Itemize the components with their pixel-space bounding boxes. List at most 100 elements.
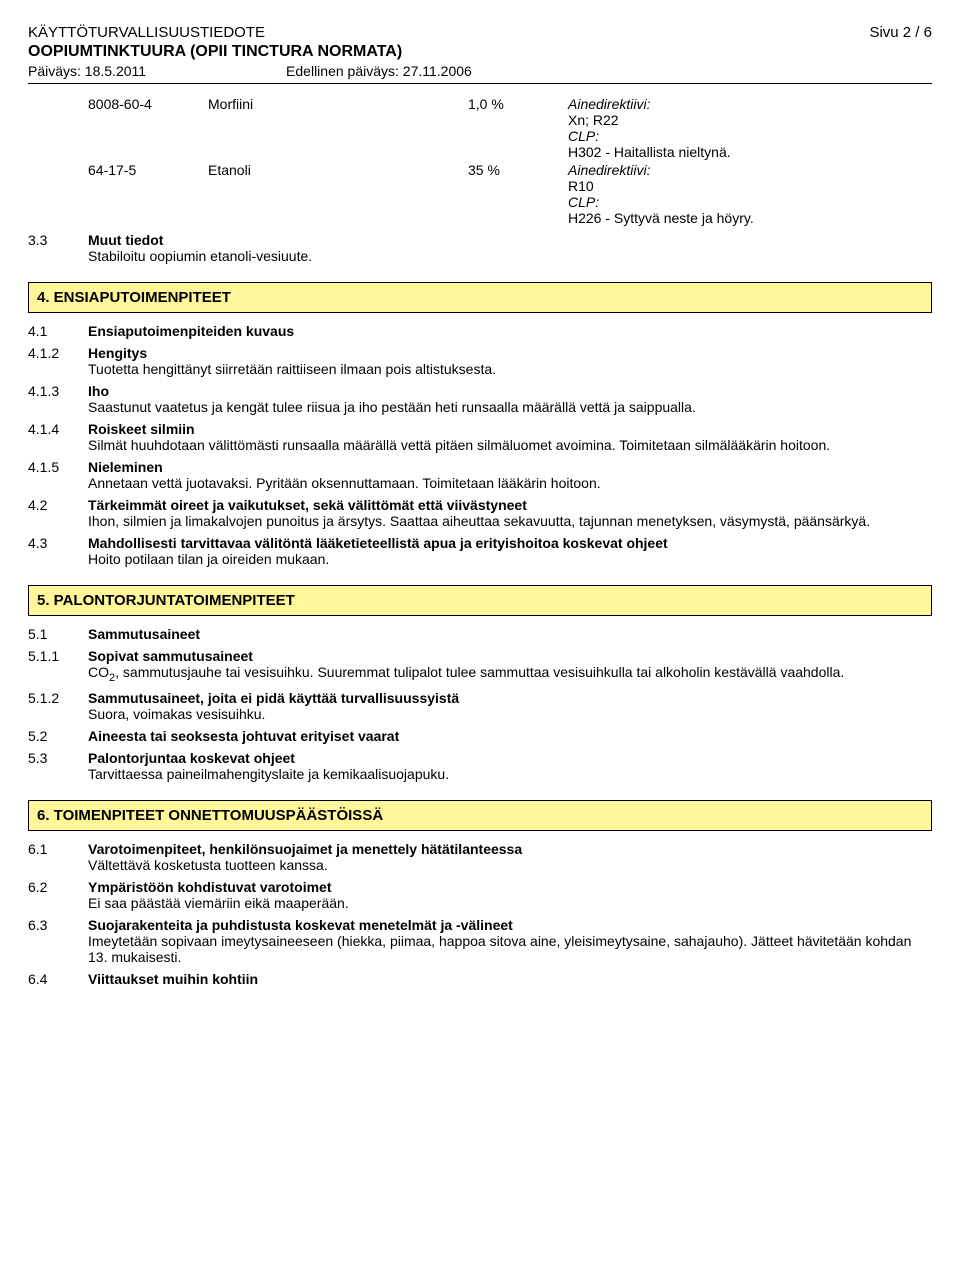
item-content: Muut tiedot Stabiloitu oopiumin etanoli-… xyxy=(88,232,932,264)
item-content: Varotoimenpiteet, henkilönsuojaimet ja m… xyxy=(88,841,932,873)
item-heading: Ensiaputoimenpiteiden kuvaus xyxy=(88,323,932,339)
item-4-1-3: 4.1.3 Iho Saastunut vaatetus ja kengät t… xyxy=(28,383,932,415)
class-line: CLP: xyxy=(568,194,754,210)
item-content: Sopivat sammutusaineet CO2, sammutusjauh… xyxy=(88,648,932,684)
item-number: 4.1 xyxy=(28,323,88,339)
item-number: 6.4 xyxy=(28,971,88,987)
ingredient-row: 64-17-5 Etanoli 35 % Ainedirektiivi: R10… xyxy=(88,162,932,226)
item-number: 5.1.1 xyxy=(28,648,88,684)
item-6-3: 6.3 Suojarakenteita ja puhdistusta koske… xyxy=(28,917,932,965)
item-number: 4.1.2 xyxy=(28,345,88,377)
item-body: Ihon, silmien ja limakalvojen punoitus j… xyxy=(88,513,932,529)
item-body: Imeytetään sopivaan imeytysaineeseen (hi… xyxy=(88,933,932,965)
item-number: 3.3 xyxy=(28,232,88,264)
item-heading: Muut tiedot xyxy=(88,232,932,248)
ingredient-name: Morfiini xyxy=(208,96,468,160)
class-line: Ainedirektiivi: xyxy=(568,162,754,178)
item-4-1-2: 4.1.2 Hengitys Tuotetta hengittänyt siir… xyxy=(28,345,932,377)
item-heading: Sammutusaineet, joita ei pidä käyttää tu… xyxy=(88,690,932,706)
class-line: H226 - Syttyvä neste ja höyry. xyxy=(568,210,754,226)
item-5-2: 5.2 Aineesta tai seoksesta johtuvat erit… xyxy=(28,728,932,744)
item-heading: Viittaukset muihin kohtiin xyxy=(88,971,932,987)
body-post: , sammutusjauhe tai vesisuihku. Suuremma… xyxy=(115,664,844,680)
item-number: 5.2 xyxy=(28,728,88,744)
item-content: Mahdollisesti tarvittavaa välitöntä lääk… xyxy=(88,535,932,567)
class-line: CLP: xyxy=(568,128,731,144)
item-body: Suora, voimakas vesisuihku. xyxy=(88,706,932,722)
item-4-1-4: 4.1.4 Roiskeet silmiin Silmät huuhdotaan… xyxy=(28,421,932,453)
class-line: Xn; R22 xyxy=(568,112,731,128)
ingredient-pct: 35 % xyxy=(468,162,568,226)
item-content: Tärkeimmät oireet ja vaikutukset, sekä v… xyxy=(88,497,932,529)
item-heading: Roiskeet silmiin xyxy=(88,421,932,437)
item-body: Stabiloitu oopiumin etanoli-vesiuute. xyxy=(88,248,932,264)
body-pre: CO xyxy=(88,664,109,680)
item-number: 4.3 xyxy=(28,535,88,567)
header-top-row: KÄYTTÖTURVALLISUUSTIEDOTE Sivu 2 / 6 xyxy=(28,24,932,41)
item-4-3: 4.3 Mahdollisesti tarvittavaa välitöntä … xyxy=(28,535,932,567)
ingredient-cas: 8008-60-4 xyxy=(88,96,208,160)
section-4-header: 4. ENSIAPUTOIMENPITEET xyxy=(28,282,932,313)
item-4-1: 4.1 Ensiaputoimenpiteiden kuvaus xyxy=(28,323,932,339)
item-3-3: 3.3 Muut tiedot Stabiloitu oopiumin etan… xyxy=(28,232,932,264)
item-number: 5.1 xyxy=(28,626,88,642)
item-content: Palontorjuntaa koskevat ohjeet Tarvittae… xyxy=(88,750,932,782)
ingredient-name: Etanoli xyxy=(208,162,468,226)
item-number: 6.3 xyxy=(28,917,88,965)
item-body: Ei saa päästää viemäriin eikä maaperään. xyxy=(88,895,932,911)
item-content: Ympäristöön kohdistuvat varotoimet Ei sa… xyxy=(88,879,932,911)
item-body: Vältettävä kosketusta tuotteen kanssa. xyxy=(88,857,932,873)
item-6-2: 6.2 Ympäristöön kohdistuvat varotoimet E… xyxy=(28,879,932,911)
item-heading: Aineesta tai seoksesta johtuvat erityise… xyxy=(88,728,932,744)
product-title: OOPIUMTINKTUURA (OPII TINCTURA NORMATA) xyxy=(28,43,932,61)
ingredient-row: 8008-60-4 Morfiini 1,0 % Ainedirektiivi:… xyxy=(88,96,932,160)
ingredient-cas: 64-17-5 xyxy=(88,162,208,226)
item-heading: Varotoimenpiteet, henkilönsuojaimet ja m… xyxy=(88,841,932,857)
item-heading: Sammutusaineet xyxy=(88,626,932,642)
item-5-1-1: 5.1.1 Sopivat sammutusaineet CO2, sammut… xyxy=(28,648,932,684)
section-6-header: 6. TOIMENPITEET ONNETTOMUUSPÄÄSTÖISSÄ xyxy=(28,800,932,831)
item-heading: Palontorjuntaa koskevat ohjeet xyxy=(88,750,932,766)
date-current: Päiväys: 18.5.2011 xyxy=(28,63,146,79)
item-body: Tarvittaessa paineilmahengityslaite ja k… xyxy=(88,766,932,782)
item-heading: Iho xyxy=(88,383,932,399)
item-body: Annetaan vettä juotavaksi. Pyritään okse… xyxy=(88,475,932,491)
class-line: Ainedirektiivi: xyxy=(568,96,731,112)
item-4-2: 4.2 Tärkeimmät oireet ja vaikutukset, se… xyxy=(28,497,932,529)
item-content: Roiskeet silmiin Silmät huuhdotaan välit… xyxy=(88,421,932,453)
item-body: Hoito potilaan tilan ja oireiden mukaan. xyxy=(88,551,932,567)
item-content: Sammutusaineet, joita ei pidä käyttää tu… xyxy=(88,690,932,722)
item-content: Suojarakenteita ja puhdistusta koskevat … xyxy=(88,917,932,965)
item-5-1-2: 5.1.2 Sammutusaineet, joita ei pidä käyt… xyxy=(28,690,932,722)
item-content: Nieleminen Annetaan vettä juotavaksi. Py… xyxy=(88,459,932,491)
page-number: Sivu 2 / 6 xyxy=(869,24,932,41)
item-heading: Suojarakenteita ja puhdistusta koskevat … xyxy=(88,917,932,933)
item-body: Tuotetta hengittänyt siirretään raittiis… xyxy=(88,361,932,377)
item-number: 4.1.5 xyxy=(28,459,88,491)
item-heading: Nieleminen xyxy=(88,459,932,475)
item-number: 4.1.3 xyxy=(28,383,88,415)
item-body: Silmät huuhdotaan välittömästi runsaalla… xyxy=(88,437,932,453)
item-number: 4.2 xyxy=(28,497,88,529)
item-5-3: 5.3 Palontorjuntaa koskevat ohjeet Tarvi… xyxy=(28,750,932,782)
section-5-header: 5. PALONTORJUNTATOIMENPITEET xyxy=(28,585,932,616)
item-heading: Tärkeimmät oireet ja vaikutukset, sekä v… xyxy=(88,497,932,513)
item-5-1: 5.1 Sammutusaineet xyxy=(28,626,932,642)
item-heading: Hengitys xyxy=(88,345,932,361)
item-body: Saastunut vaatetus ja kengät tulee riisu… xyxy=(88,399,932,415)
item-heading: Ympäristöön kohdistuvat varotoimet xyxy=(88,879,932,895)
ingredient-pct: 1,0 % xyxy=(468,96,568,160)
date-previous: Edellinen päiväys: 27.11.2006 xyxy=(286,63,472,79)
header-separator xyxy=(28,83,932,84)
item-heading: Mahdollisesti tarvittavaa välitöntä lääk… xyxy=(88,535,932,551)
ingredient-classification: Ainedirektiivi: R10 CLP: H226 - Syttyvä … xyxy=(568,162,754,226)
item-number: 5.1.2 xyxy=(28,690,88,722)
item-number: 5.3 xyxy=(28,750,88,782)
ingredient-classification: Ainedirektiivi: Xn; R22 CLP: H302 - Hait… xyxy=(568,96,731,160)
item-4-1-5: 4.1.5 Nieleminen Annetaan vettä juotavak… xyxy=(28,459,932,491)
item-number: 6.2 xyxy=(28,879,88,911)
class-line: H302 - Haitallista nieltynä. xyxy=(568,144,731,160)
header-dates: Päiväys: 18.5.2011 Edellinen päiväys: 27… xyxy=(28,63,932,79)
item-number: 4.1.4 xyxy=(28,421,88,453)
item-6-1: 6.1 Varotoimenpiteet, henkilönsuojaimet … xyxy=(28,841,932,873)
